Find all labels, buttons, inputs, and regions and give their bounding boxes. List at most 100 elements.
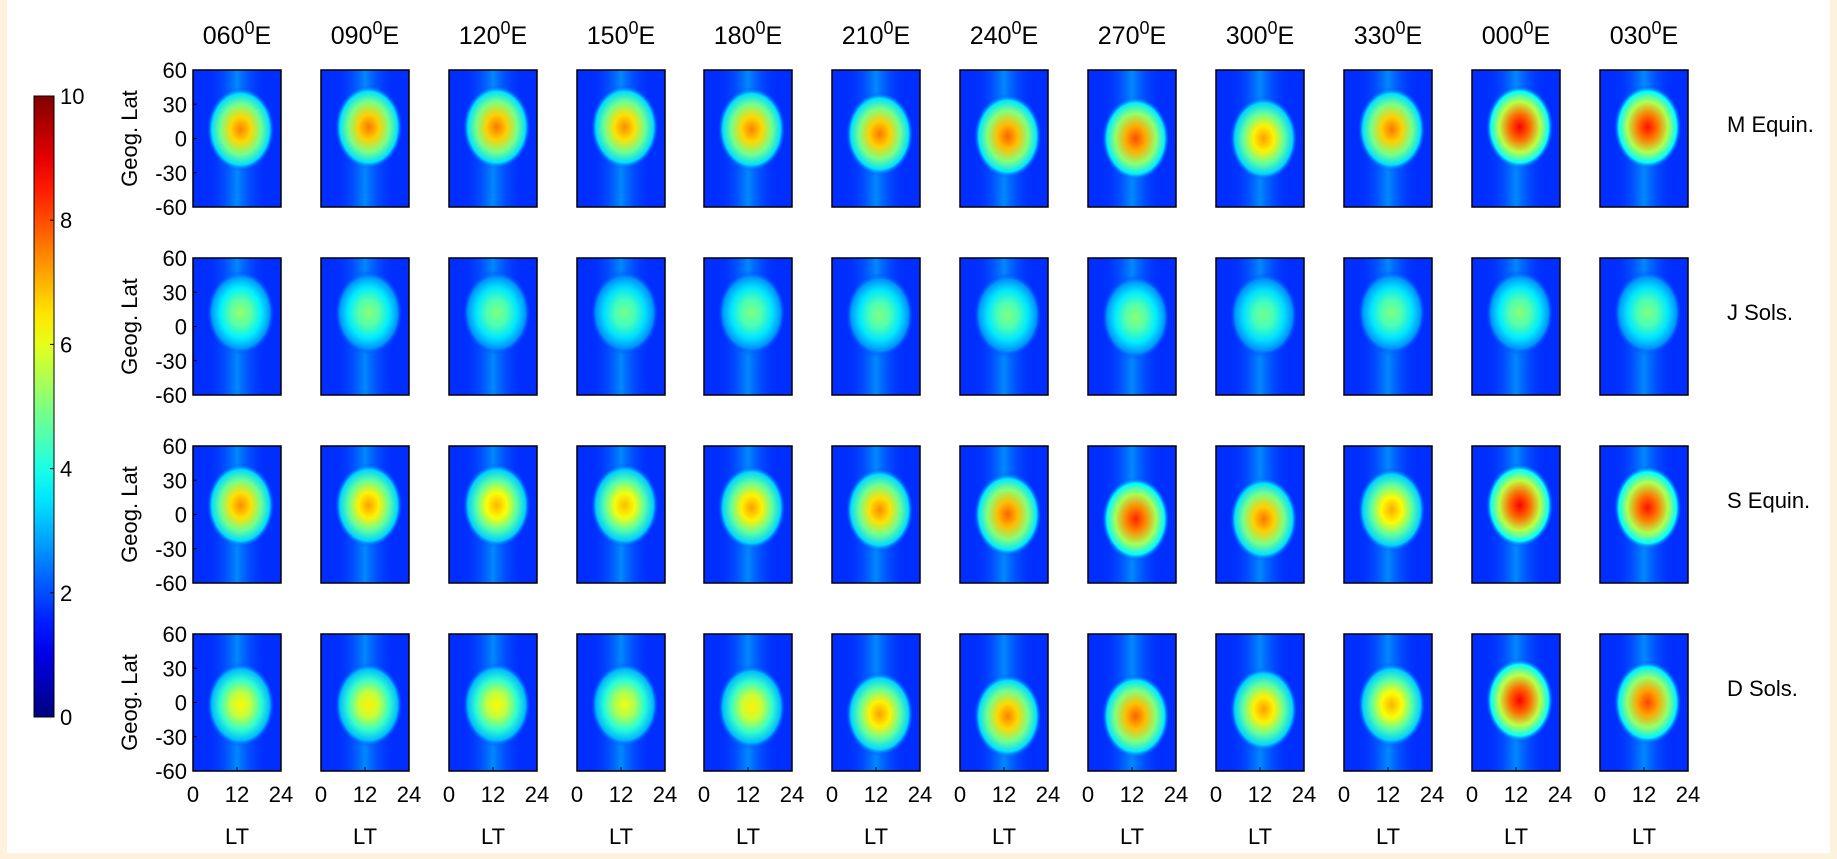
panel-frame xyxy=(320,257,410,396)
panel-frame xyxy=(831,257,921,396)
peak-region xyxy=(717,270,786,355)
y-tick-label: 30 xyxy=(163,92,187,117)
peak-region xyxy=(462,463,531,548)
heatmap-panel xyxy=(576,257,666,396)
panel-frame xyxy=(1215,445,1305,584)
heatmap-panel xyxy=(1471,69,1561,208)
peak-region xyxy=(206,463,275,548)
x-axis-label: LT xyxy=(481,824,505,849)
heatmap-panel xyxy=(320,633,410,772)
figure: 0600E 0900E 1200E 1500E 1800E 2100E 2400E 2700E… xyxy=(7,0,1830,853)
heatmap-panel xyxy=(1343,633,1433,772)
row-label: J Sols. xyxy=(1727,300,1793,325)
x-tick-label: 0 xyxy=(1210,782,1222,807)
x-axis-label: LT xyxy=(1504,824,1528,849)
peak-region xyxy=(1613,660,1682,745)
peak-region xyxy=(462,662,531,747)
y-tick-label: 60 xyxy=(163,434,187,459)
x-tick-label: 0 xyxy=(187,782,199,807)
peak-region xyxy=(1357,270,1426,355)
x-tick-label: 24 xyxy=(397,782,421,807)
peak-region xyxy=(845,467,914,552)
x-tick-label: 0 xyxy=(698,782,710,807)
peak-region xyxy=(717,465,786,550)
peak-region xyxy=(845,273,914,358)
column-header: 0300E xyxy=(1610,18,1678,50)
y-tick-label: -60 xyxy=(155,383,187,408)
column-header: 0000E xyxy=(1482,18,1550,50)
colorbar-tick-label: 6 xyxy=(60,332,72,357)
y-tick-label: -30 xyxy=(155,725,187,750)
x-tick-label: 12 xyxy=(609,782,633,807)
heatmap-panel xyxy=(703,69,793,208)
x-tick-label: 24 xyxy=(1676,782,1700,807)
panel-frame xyxy=(320,69,410,208)
peak-region xyxy=(206,87,275,172)
heatmap-panel xyxy=(1087,445,1177,584)
peak-region xyxy=(1485,270,1554,355)
column-header: 3000E xyxy=(1226,18,1294,50)
peak-region xyxy=(1357,87,1426,172)
panel-frame xyxy=(703,445,793,584)
heatmap-panel xyxy=(192,633,282,772)
heatmap-panel xyxy=(1471,257,1561,396)
peak-region xyxy=(1229,667,1298,752)
peak-region xyxy=(590,662,659,747)
panel-frame xyxy=(703,257,793,396)
panel-frame xyxy=(1215,257,1305,396)
heatmap-panel xyxy=(320,445,410,584)
heatmap-panel xyxy=(1471,445,1561,584)
peak-region xyxy=(1357,662,1426,747)
peak-region xyxy=(1101,275,1170,360)
peak-region xyxy=(1357,467,1426,552)
peak-region xyxy=(1613,465,1682,550)
x-tick-label: 0 xyxy=(571,782,583,807)
peak-region xyxy=(717,665,786,750)
colorbar xyxy=(33,95,55,718)
heatmap-panel xyxy=(192,69,282,208)
x-tick-label: 12 xyxy=(1120,782,1144,807)
column-header: 2400E xyxy=(970,18,1038,50)
x-tick-label: 12 xyxy=(1504,782,1528,807)
panel-frame xyxy=(959,257,1049,396)
panel-frame xyxy=(1471,69,1561,208)
panel-frame xyxy=(831,69,921,208)
x-tick-label: 24 xyxy=(780,782,804,807)
heatmap-grid-chart: 0600E 0900E 1200E 1500E 1800E 2100E 2400E 2700E… xyxy=(33,18,1814,849)
heatmap-panel xyxy=(1599,445,1689,584)
peak-region xyxy=(973,674,1042,759)
heatmap-panel xyxy=(831,445,921,584)
x-tick-label: 0 xyxy=(954,782,966,807)
row-label: S Equin. xyxy=(1727,488,1810,513)
column-header: 2100E xyxy=(842,18,910,50)
panel-frame xyxy=(448,257,538,396)
heatmap-panel xyxy=(1087,69,1177,208)
heatmap-panel xyxy=(320,257,410,396)
x-tick-label: 0 xyxy=(1338,782,1350,807)
peak-region xyxy=(973,472,1042,557)
x-axis-label: LT xyxy=(225,824,249,849)
heatmap-panel xyxy=(1215,445,1305,584)
panel-frame xyxy=(1599,69,1689,208)
heatmap-panel xyxy=(1215,69,1305,208)
peak-region xyxy=(206,270,275,355)
panel-frame xyxy=(448,445,538,584)
peak-region xyxy=(1229,273,1298,358)
x-tick-label: 12 xyxy=(1632,782,1656,807)
y-tick-label: 60 xyxy=(163,246,187,271)
colorbar-tick-label: 2 xyxy=(60,581,72,606)
y-tick-label: 30 xyxy=(163,656,187,681)
column-header: 1500E xyxy=(587,18,655,50)
heatmap-panel xyxy=(959,445,1049,584)
x-tick-label: 12 xyxy=(1248,782,1272,807)
heatmap-panel xyxy=(576,633,666,772)
peak-region xyxy=(1485,85,1554,170)
x-tick-label: 24 xyxy=(653,782,677,807)
y-axis-label: Geog. Lat xyxy=(117,466,142,563)
column-header: 1200E xyxy=(459,18,527,50)
x-axis-label: LT xyxy=(736,824,760,849)
heatmap-panel xyxy=(1343,445,1433,584)
panel-frame xyxy=(959,445,1049,584)
panel-frame xyxy=(1599,257,1689,396)
row-label: M Equin. xyxy=(1727,112,1814,137)
